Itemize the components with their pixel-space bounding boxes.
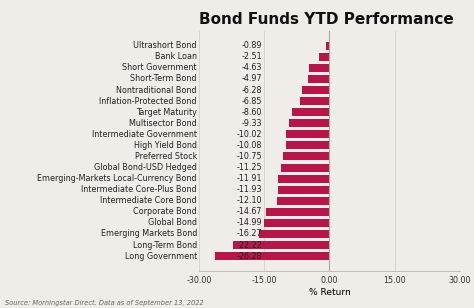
Bar	[281, 164, 329, 172]
Text: Short-Term Bond: Short-Term Bond	[130, 75, 197, 83]
Text: Corporate Bond: Corporate Bond	[133, 207, 197, 216]
Text: Global Bond: Global Bond	[148, 218, 197, 227]
Bar	[308, 75, 329, 83]
Text: Nontraditional Bond: Nontraditional Bond	[117, 86, 197, 95]
Bar	[310, 64, 329, 72]
Text: -4.63: -4.63	[242, 63, 262, 72]
Text: Bond Funds YTD Performance: Bond Funds YTD Performance	[199, 12, 454, 27]
Text: Bank Loan: Bank Loan	[155, 52, 197, 61]
Text: -6.85: -6.85	[242, 97, 262, 106]
Bar	[286, 141, 329, 149]
Bar	[277, 197, 329, 205]
Text: Intermediate Government: Intermediate Government	[92, 130, 197, 139]
Text: Source: Morningstar Direct. Data as of September 13, 2022: Source: Morningstar Direct. Data as of S…	[5, 300, 203, 306]
Text: Emerging Markets Bond: Emerging Markets Bond	[100, 229, 197, 238]
Bar	[266, 208, 329, 216]
Text: Emerging-Markets Local-Currency Bond: Emerging-Markets Local-Currency Bond	[37, 174, 197, 183]
Text: -11.91: -11.91	[237, 174, 262, 183]
Text: -14.99: -14.99	[237, 218, 262, 227]
Bar	[278, 186, 329, 194]
Text: -14.67: -14.67	[237, 207, 262, 216]
Bar	[215, 252, 329, 260]
Bar	[233, 241, 329, 249]
Bar	[319, 53, 329, 61]
Text: Inflation-Protected Bond: Inflation-Protected Bond	[100, 97, 197, 106]
Text: -11.25: -11.25	[237, 163, 262, 172]
Text: Target Maturity: Target Maturity	[136, 108, 197, 117]
Bar	[278, 175, 329, 183]
Text: -4.97: -4.97	[241, 75, 262, 83]
Text: Long-Term Bond: Long-Term Bond	[133, 241, 197, 249]
Text: -22.22: -22.22	[236, 241, 262, 249]
Text: Multisector Bond: Multisector Bond	[129, 119, 197, 128]
Text: -16.27: -16.27	[237, 229, 262, 238]
Text: Long Government: Long Government	[125, 252, 197, 261]
Text: Ultrashort Bond: Ultrashort Bond	[133, 41, 197, 50]
Bar	[283, 152, 329, 160]
Text: -2.51: -2.51	[241, 52, 262, 61]
Text: -11.93: -11.93	[237, 185, 262, 194]
Bar	[259, 230, 329, 238]
Bar	[292, 108, 329, 116]
Bar	[302, 86, 329, 94]
Text: -6.28: -6.28	[242, 86, 262, 95]
Text: -9.33: -9.33	[242, 119, 262, 128]
Bar	[264, 219, 329, 227]
Text: Intermediate Core Bond: Intermediate Core Bond	[100, 196, 197, 205]
Bar	[300, 97, 329, 105]
Text: -0.89: -0.89	[242, 41, 262, 50]
Text: Intermediate Core-Plus Bond: Intermediate Core-Plus Bond	[81, 185, 197, 194]
Bar	[326, 42, 329, 50]
X-axis label: % Return: % Return	[309, 288, 350, 297]
Text: -10.02: -10.02	[237, 130, 262, 139]
Text: -10.08: -10.08	[237, 141, 262, 150]
Text: -12.10: -12.10	[237, 196, 262, 205]
Text: -8.60: -8.60	[242, 108, 262, 117]
Text: Short Government: Short Government	[122, 63, 197, 72]
Text: -26.28: -26.28	[237, 252, 262, 261]
Bar	[289, 119, 329, 127]
Text: Preferred Stock: Preferred Stock	[135, 152, 197, 161]
Text: -10.75: -10.75	[237, 152, 262, 161]
Text: Global Bond-USD Hedged: Global Bond-USD Hedged	[94, 163, 197, 172]
Bar	[286, 130, 329, 138]
Text: High Yield Bond: High Yield Bond	[134, 141, 197, 150]
